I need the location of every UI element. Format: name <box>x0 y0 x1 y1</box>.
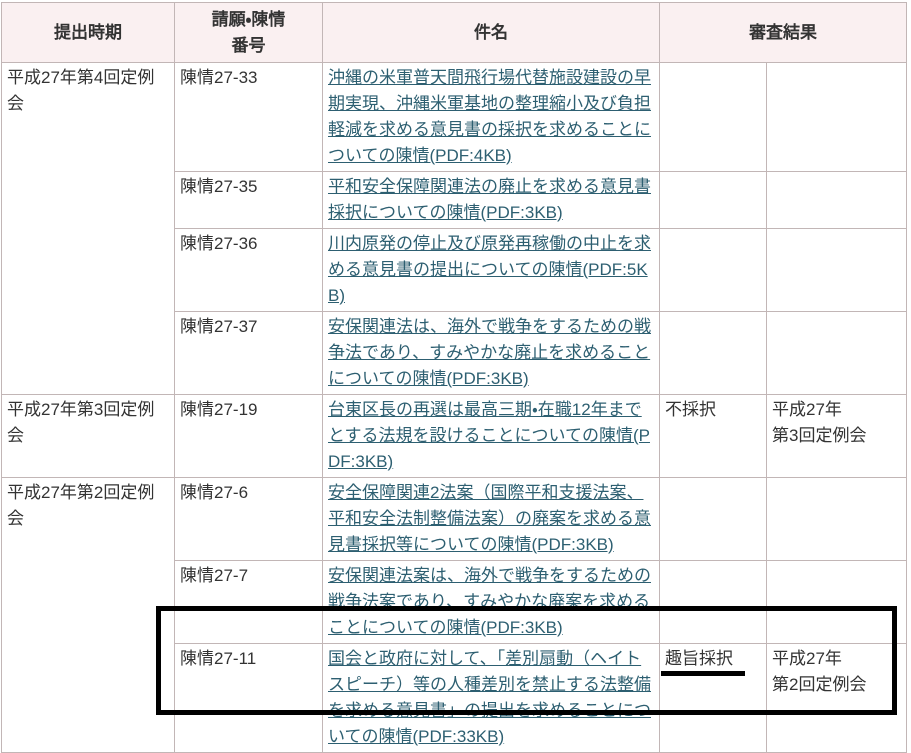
header-title: 件名 <box>322 2 660 63</box>
petition-pdf-link[interactable]: 沖縄の米軍普天間飛行場代替施設建設の早期実現、沖縄米軍基地の整理縮小及び負担軽減… <box>328 68 651 165</box>
number-cell: 陳情27-11 <box>174 643 323 753</box>
result-cell <box>659 477 767 561</box>
title-cell: 国会と政府に対して、「差別扇動（ヘイトスピーチ）等の人種差別を禁止する法整備を求… <box>322 643 660 753</box>
title-cell: 台東区長の再選は最高三期・在職12年までとする法規を設けることについての陳情(P… <box>322 394 660 478</box>
header-period: 提出時期 <box>1 2 175 63</box>
number-cell: 陳情27-36 <box>174 228 323 312</box>
period-cell: 平成27年第3回定例会 <box>1 394 175 478</box>
title-cell: 安保関連法は、海外で戦争をするための戦争法であり、すみやかな廃止を求めることにつ… <box>322 311 660 395</box>
table-row: 陳情27-35 平和安全保障関連法の廃止を求める意見書採択についての陳情(PDF… <box>2 171 907 229</box>
result-cell <box>659 171 767 229</box>
session-cell: 平成27年 第3回定例会 <box>766 394 907 478</box>
petition-pdf-link[interactable]: 安保関連法は、海外で戦争をするための戦争法であり、すみやかな廃止を求めることにつ… <box>328 317 651 388</box>
header-result: 審査結果 <box>659 2 907 63</box>
session-cell <box>766 560 907 644</box>
number-cell: 陳情27-33 <box>174 62 323 172</box>
header-number: 請願・陳情 番号 <box>174 2 323 63</box>
number-cell: 陳情27-6 <box>174 477 323 561</box>
result-cell <box>659 228 767 312</box>
result-cell: 趣旨採択 <box>659 643 767 753</box>
title-cell: 安全保障関連2法案（国際平和支援法案、平和安全法制整備法案）の廃案を求める意見書… <box>322 477 660 561</box>
period-cell: 平成27年第2回定例会 <box>1 477 175 753</box>
result-cell <box>659 62 767 172</box>
result-cell <box>659 560 767 644</box>
petition-pdf-link[interactable]: 台東区長の再選は最高三期・在職12年までとする法規を設けることについての陳情(P… <box>328 400 650 471</box>
table-row: 陳情27-36 川内原発の停止及び原発再稼働の中止を求める意見書の提出についての… <box>2 228 907 312</box>
number-cell: 陳情27-37 <box>174 311 323 395</box>
table-header-row: 提出時期 請願・陳情 番号 件名 審査結果 <box>1 2 907 63</box>
table-row: 平成27年第4回定例会 陳情27-33 沖縄の米軍普天間飛行場代替施設建設の早期… <box>1 62 907 395</box>
session-cell <box>766 171 907 229</box>
session-cell <box>766 311 907 395</box>
session-cell: 平成27年 第2回定例会 <box>766 643 907 753</box>
petition-pdf-link[interactable]: 国会と政府に対して、「差別扇動（ヘイトスピーチ）等の人種差別を禁止する法整備を求… <box>328 649 651 746</box>
title-cell: 川内原発の停止及び原発再稼働の中止を求める意見書の提出についての陳情(PDF:5… <box>322 228 660 312</box>
petition-pdf-link[interactable]: 平和安全保障関連法の廃止を求める意見書採択についての陳情(PDF:3KB) <box>328 177 651 222</box>
session-cell <box>766 228 907 312</box>
number-cell: 陳情27-7 <box>174 560 323 644</box>
title-cell: 沖縄の米軍普天間飛行場代替施設建設の早期実現、沖縄米軍基地の整理縮小及び負担軽減… <box>322 62 660 172</box>
petition-pdf-link[interactable]: 川内原発の停止及び原発再稼働の中止を求める意見書の提出についての陳情(PDF:5… <box>328 234 651 305</box>
session-cell <box>766 62 907 172</box>
title-cell: 平和安全保障関連法の廃止を求める意見書採択についての陳情(PDF:3KB) <box>322 171 660 229</box>
result-cell: 不採択 <box>659 394 767 478</box>
petition-pdf-link[interactable]: 安全保障関連2法案（国際平和支援法案、平和安全法制整備法案）の廃案を求める意見書… <box>328 483 651 554</box>
petition-pdf-link[interactable]: 安保関連法案は、海外で戦争をするための戦争法案であり、すみやかな廃案を求めること… <box>328 566 651 637</box>
session-cell <box>766 477 907 561</box>
title-cell: 安保関連法案は、海外で戦争をするための戦争法案であり、すみやかな廃案を求めること… <box>322 560 660 644</box>
table-row: 平成27年第3回定例会 陳情27-19 台東区長の再選は最高三期・在職12年まで… <box>1 394 907 478</box>
table-row: 平成27年第2回定例会 陳情27-6 安全保障関連2法案（国際平和支援法案、平和… <box>1 477 907 753</box>
number-cell: 陳情27-35 <box>174 171 323 229</box>
table-row: 陳情27-37 安保関連法は、海外で戦争をするための戦争法であり、すみやかな廃止… <box>2 311 907 395</box>
period-cell: 平成27年第4回定例会 <box>1 62 175 395</box>
number-cell: 陳情27-19 <box>174 394 323 478</box>
result-cell <box>659 311 767 395</box>
